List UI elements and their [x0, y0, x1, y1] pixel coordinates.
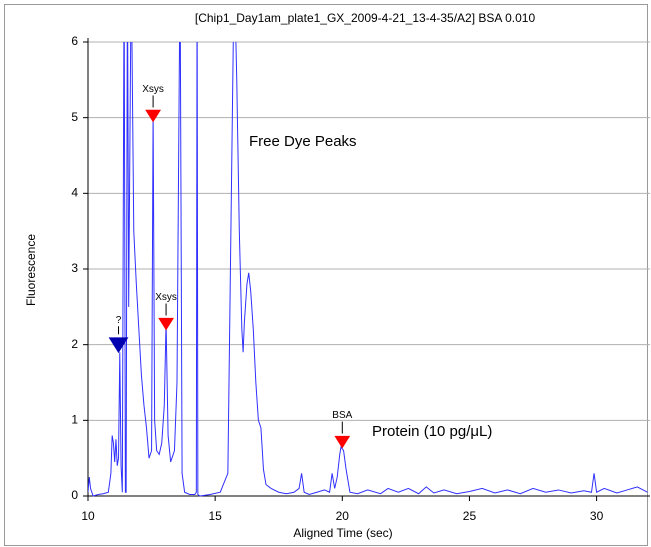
marker-label: Xsys [142, 84, 164, 95]
marker-label: Xsys [155, 292, 177, 303]
y-tick-label: 3 [71, 261, 78, 275]
peak-marker [158, 317, 174, 331]
x-axis-label: Aligned Time (sec) [293, 526, 392, 540]
y-axis-label: Fluorescence [24, 234, 38, 306]
y-tick-label: 6 [71, 34, 78, 48]
y-tick-label: 0 [71, 488, 78, 502]
plot [88, 42, 648, 497]
x-tick-label: 30 [590, 509, 604, 523]
marker-label: BSA [332, 410, 352, 421]
x-tick-label: 20 [336, 509, 350, 523]
y-tick-label: 2 [71, 337, 78, 351]
annotation: Free Dye Peaks [249, 133, 357, 150]
x-tick-label: 15 [208, 509, 222, 523]
chart-title: [Chip1_Day1am_plate1_GX_2009-4-21_13-4-3… [195, 11, 536, 25]
peak-marker [145, 109, 162, 123]
marker-label: ? [116, 315, 122, 326]
x-tick-label: 25 [463, 509, 477, 523]
x-tick-label: 10 [81, 509, 95, 523]
frame [4, 4, 648, 546]
y-tick-label: 4 [71, 186, 78, 200]
peak-marker [334, 435, 351, 449]
annotation: Protein (10 pg/μL) [372, 423, 492, 440]
peak-marker [108, 337, 129, 354]
y-tick-label: 5 [71, 110, 78, 124]
y-tick-label: 1 [71, 413, 78, 427]
trace [88, 42, 648, 497]
